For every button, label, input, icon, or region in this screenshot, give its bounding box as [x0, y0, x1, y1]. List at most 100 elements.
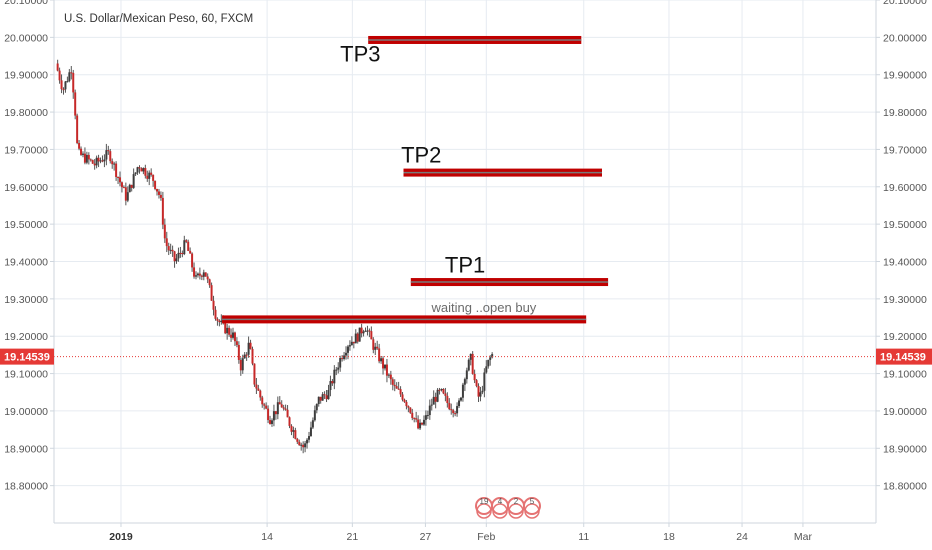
candle-up: [81, 153, 84, 155]
event-icon-ring: [492, 503, 508, 519]
candle-down: [70, 72, 73, 74]
candle-down: [83, 153, 86, 163]
y-tick-label-right: 19.10000: [883, 369, 927, 381]
candle-up: [243, 354, 246, 359]
candle-down: [80, 148, 83, 155]
candle-down: [352, 341, 355, 344]
candle-up: [196, 273, 199, 276]
y-tick-label-left: 19.80000: [4, 107, 48, 119]
candle-down: [167, 246, 170, 251]
candle-down: [144, 167, 147, 176]
y-tick-label-right: 19.40000: [883, 257, 927, 269]
candle-up: [339, 358, 342, 368]
candle-up: [272, 411, 275, 421]
candle-down: [471, 353, 474, 374]
candle-down: [237, 344, 240, 360]
candle-down: [405, 401, 408, 407]
y-tick-label-left: 19.50000: [4, 219, 48, 231]
target-label: TP1: [445, 253, 485, 278]
x-tick-label: 2019: [109, 531, 133, 543]
candle-up: [169, 249, 172, 251]
candle-up: [458, 400, 461, 407]
candle-up: [419, 422, 422, 429]
candle-down: [97, 157, 100, 162]
candle-down: [56, 63, 59, 71]
candle-down: [78, 143, 81, 149]
candle-down: [341, 358, 344, 360]
candle-down: [159, 194, 162, 198]
candle-down: [434, 396, 437, 402]
candle-up: [487, 359, 490, 367]
candle-down: [391, 379, 394, 385]
candle-up: [333, 369, 336, 384]
event-icon: [523, 497, 541, 515]
candle-down: [200, 275, 203, 277]
y-tick-label-left: 18.80000: [4, 481, 48, 493]
candle-down: [397, 388, 400, 390]
candle-up: [313, 410, 316, 421]
candle-down: [442, 389, 445, 394]
y-tick-label-left: 19.40000: [4, 257, 48, 269]
y-tick-label-right: 18.90000: [883, 443, 927, 455]
candle-down: [413, 417, 416, 419]
candle-down: [452, 410, 455, 414]
candle-up: [113, 163, 116, 165]
y-tick-label-left: 19.60000: [4, 182, 48, 194]
note-label: waiting ..open buy: [431, 300, 537, 315]
candle-down: [206, 276, 209, 280]
candle-down: [214, 309, 217, 319]
candle-down: [438, 389, 441, 391]
x-tick-label: 14: [261, 531, 273, 543]
candle-up: [183, 240, 186, 255]
candle-down: [331, 381, 334, 384]
candle-down: [157, 191, 160, 195]
event-label: 4: [498, 497, 503, 506]
candle-down: [288, 417, 291, 426]
candle-up: [68, 72, 71, 82]
candle-down: [444, 393, 447, 396]
candle-up: [380, 358, 383, 362]
candle-down: [450, 409, 453, 411]
candle-up: [315, 403, 318, 411]
candle-up: [348, 345, 351, 347]
candle-up: [321, 394, 324, 401]
event-icon-ring: [508, 503, 524, 519]
candle-down: [107, 150, 110, 152]
candle-down: [372, 339, 375, 350]
candle-up: [383, 364, 386, 369]
candle-down: [385, 364, 388, 376]
candle-up: [66, 81, 69, 83]
candle-up: [270, 420, 273, 424]
candle-up: [132, 174, 135, 188]
y-tick-label-right: 20.00000: [883, 32, 927, 44]
candle-up: [142, 167, 145, 172]
candle-down: [302, 444, 305, 448]
candle-down: [376, 346, 379, 349]
target-label: TP2: [401, 143, 441, 168]
candle-down: [411, 412, 414, 418]
candle-down: [60, 80, 63, 90]
candle-down: [255, 384, 258, 389]
candle-up: [467, 359, 470, 371]
candle-down: [323, 394, 326, 396]
x-tick-label: Feb: [477, 531, 495, 543]
candle-down: [274, 411, 277, 415]
candle-down: [218, 320, 221, 323]
candle-up: [95, 157, 98, 166]
candle-down: [216, 318, 219, 321]
x-tick-label: 18: [663, 531, 675, 543]
candle-down: [224, 321, 227, 334]
candle-up: [489, 357, 492, 360]
candle-down: [138, 167, 141, 169]
candle-up: [136, 167, 139, 173]
candle-down: [74, 92, 77, 116]
candle-up: [175, 258, 178, 262]
x-tick-label: 24: [736, 531, 748, 543]
candle-down: [267, 408, 270, 421]
event-label: 5: [530, 497, 535, 506]
candle-up: [220, 320, 223, 323]
candle-up: [440, 389, 443, 391]
candle-down: [228, 327, 231, 335]
event-icon-ring: [476, 503, 492, 519]
